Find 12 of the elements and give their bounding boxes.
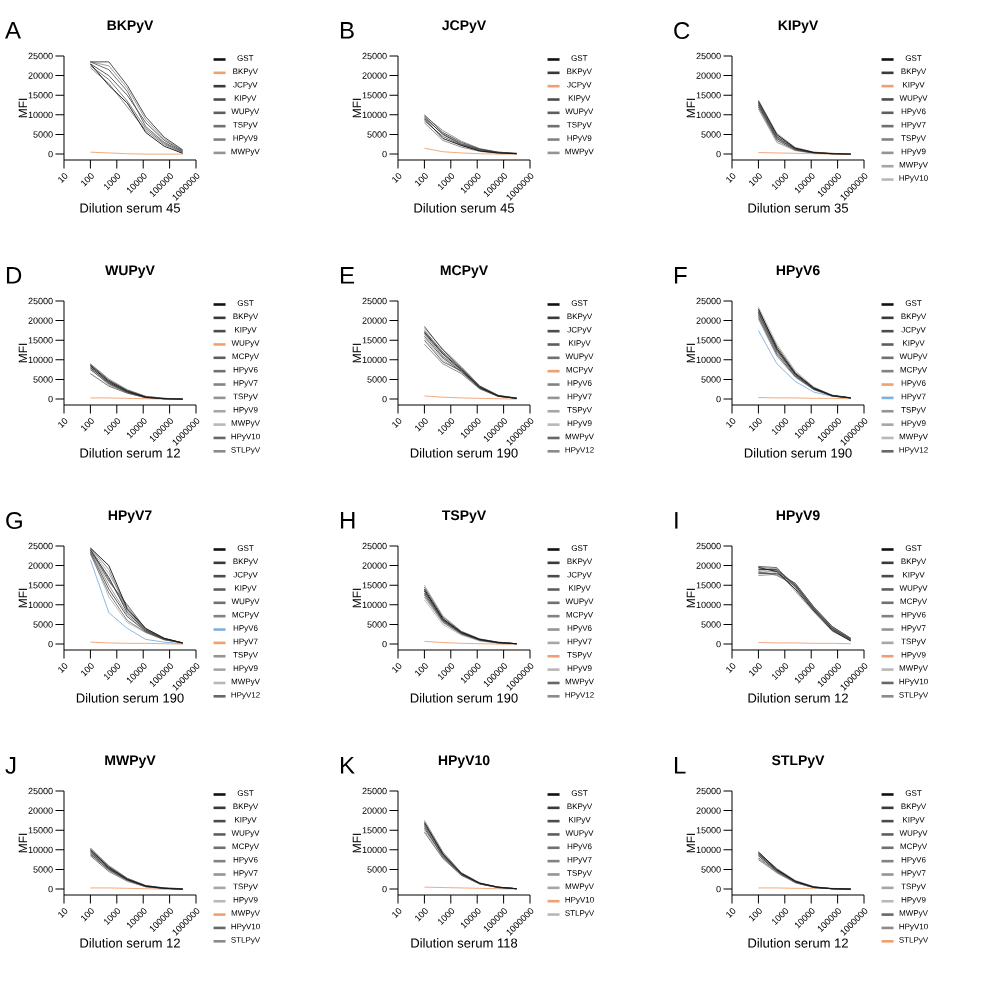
text: L: [674, 757, 686, 774]
text: C: [674, 22, 690, 40]
text: H: [340, 512, 355, 529]
text: D: [6, 267, 22, 284]
text: B: [340, 22, 354, 39]
text: J: [5, 757, 16, 774]
text: E: [340, 267, 354, 284]
text: A: [5, 22, 21, 39]
text: I: [675, 512, 678, 529]
text: K: [340, 757, 355, 774]
text: F: [674, 267, 687, 284]
text: G: [6, 512, 22, 530]
